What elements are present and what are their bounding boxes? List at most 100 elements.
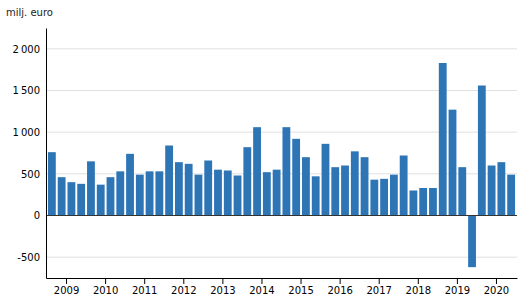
bar: [58, 177, 66, 215]
x-tick-label: 2017: [366, 285, 391, 296]
x-tick-mark: [66, 278, 67, 284]
bar: [214, 170, 222, 216]
x-tick: 2017: [366, 278, 391, 296]
bar: [312, 176, 320, 215]
y-tick-label: -500: [17, 252, 40, 263]
x-tick: 2019: [445, 278, 470, 296]
y-tick-label: 500: [21, 169, 40, 180]
bar: [204, 161, 212, 216]
bar: [87, 161, 95, 215]
x-tick-mark: [340, 278, 341, 284]
x-axis-line: [47, 278, 518, 279]
bar: [429, 188, 437, 216]
x-tick-label: 2020: [484, 285, 509, 296]
bar: [224, 171, 232, 216]
bar: [497, 162, 505, 215]
bar: [253, 127, 261, 215]
bar: [243, 147, 251, 215]
bar: [195, 175, 203, 216]
x-tick: 2015: [288, 278, 313, 296]
bar: [331, 167, 339, 215]
x-tick: 2010: [93, 278, 118, 296]
y-tick: 500: [21, 169, 46, 180]
bar: [146, 171, 154, 215]
bar: [380, 179, 388, 216]
x-tick-label: 2013: [210, 285, 235, 296]
bar: [458, 167, 466, 215]
y-tick: 1 000: [13, 127, 46, 138]
x-tick: 2013: [210, 278, 235, 296]
bar: [507, 175, 515, 216]
bar: [400, 156, 408, 216]
bar: [155, 171, 163, 215]
y-tick-label: 1 000: [13, 127, 40, 138]
grid-line: [46, 257, 517, 258]
y-tick: 2 000: [13, 44, 46, 55]
x-tick: 2012: [171, 278, 196, 296]
bar: [165, 146, 173, 216]
y-axis: -500 0 500 1 000 1 500 2 000: [13, 29, 47, 279]
x-tick-label: 2011: [132, 285, 157, 296]
bar: [126, 154, 134, 216]
y-tick-label: 0: [34, 210, 40, 221]
x-tick: 2016: [327, 278, 352, 296]
x-tick-mark: [222, 278, 223, 284]
bar: [488, 166, 496, 216]
grid-line: [46, 215, 517, 216]
x-tick: 2018: [406, 278, 431, 296]
bar: [175, 162, 183, 215]
y-tick: 0: [34, 210, 46, 221]
bar: [419, 188, 427, 216]
bar: [468, 216, 476, 268]
x-tick-mark: [261, 278, 262, 284]
zero-line: [46, 215, 517, 216]
bar: [370, 180, 378, 216]
y-tick-label: 1 500: [13, 85, 40, 96]
x-tick-label: 2019: [445, 285, 470, 296]
y-axis-line: [46, 29, 47, 279]
x-tick-mark: [418, 278, 419, 284]
bar: [273, 170, 281, 216]
bar: [351, 151, 359, 215]
chart: -50005001 0001 5002 00020092010201120122…: [0, 0, 529, 302]
bar: [67, 182, 75, 215]
x-tick-mark: [379, 278, 380, 284]
x-tick: 2009: [54, 278, 79, 296]
bar: [116, 171, 124, 215]
x-tick-label: 2009: [54, 285, 79, 296]
grid: [46, 49, 517, 257]
y-label: milj. euro: [6, 7, 53, 18]
x-tick: 2020: [484, 278, 509, 296]
bar: [77, 184, 85, 216]
bar: [390, 175, 398, 216]
bar: [439, 63, 447, 216]
x-tick-label: 2010: [93, 285, 118, 296]
x-axis: 2009 2010 2011 2012 2013 2014 2015 2016 2017 2018…: [47, 278, 518, 296]
x-tick-mark: [457, 278, 458, 284]
bar: [136, 175, 144, 216]
x-tick: 2011: [132, 278, 157, 296]
x-tick-mark: [496, 278, 497, 284]
y-tick: -500: [17, 252, 46, 263]
x-tick-label: 2016: [327, 285, 352, 296]
bar: [322, 144, 330, 216]
bar: [263, 172, 271, 215]
x-tick-label: 2015: [288, 285, 313, 296]
bar: [410, 191, 418, 216]
x-tick-mark: [183, 278, 184, 284]
x-tick-mark: [105, 278, 106, 284]
bar: [97, 185, 105, 216]
x-tick-label: 2014: [249, 285, 274, 296]
bar: [302, 157, 310, 215]
bar: [185, 164, 193, 216]
bar: [341, 166, 349, 216]
bar: [478, 86, 486, 216]
bar: [449, 110, 457, 216]
x-tick: 2014: [249, 278, 274, 296]
bar: [48, 152, 56, 215]
y-tick-label: 2 000: [13, 44, 40, 55]
bar: [361, 157, 369, 215]
x-tick-mark: [144, 278, 145, 284]
bars: [48, 63, 515, 267]
x-tick-label: 2012: [171, 285, 196, 296]
